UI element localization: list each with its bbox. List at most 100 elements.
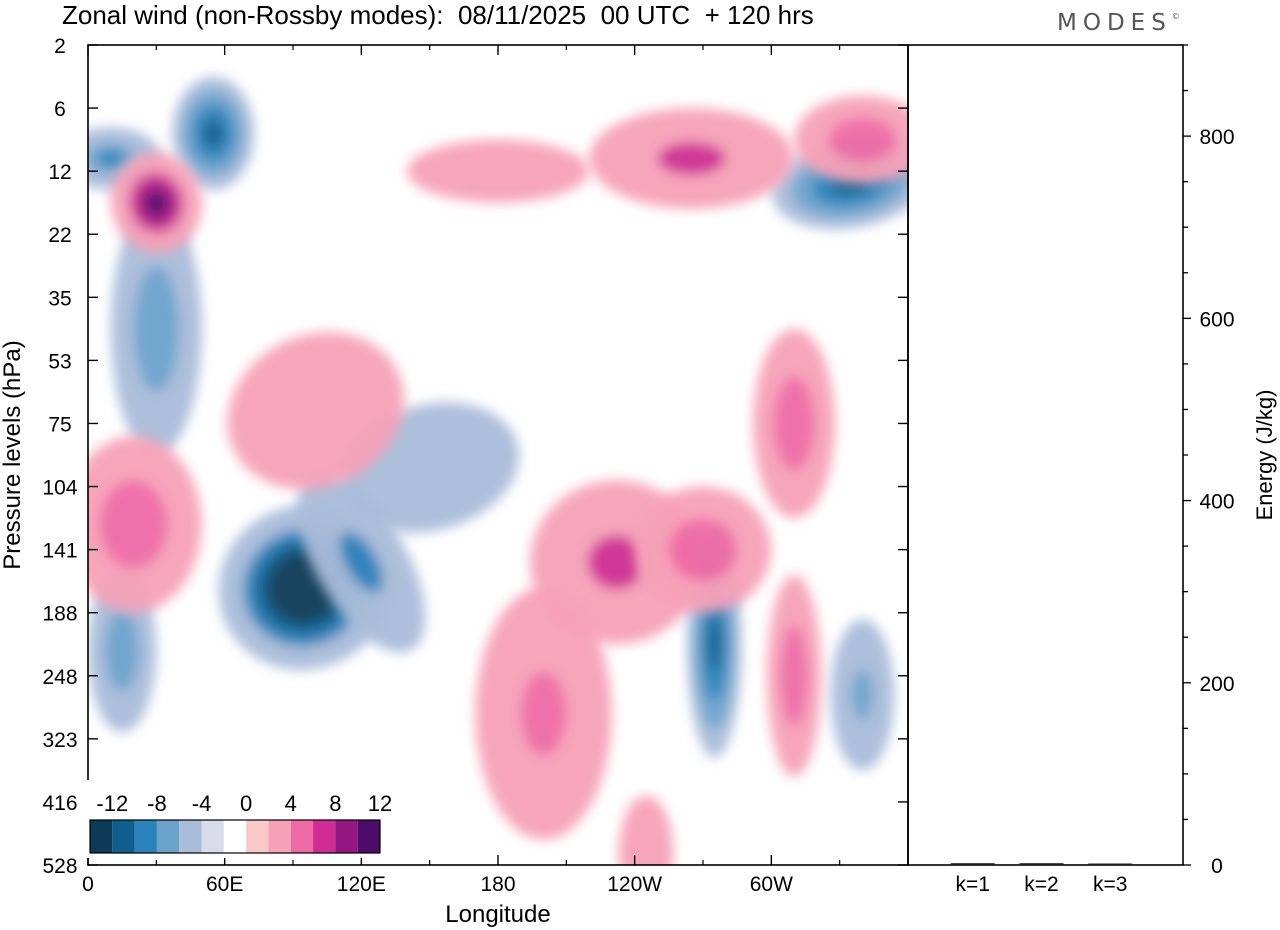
energy-tick-label: 600 (1199, 308, 1234, 331)
anomaly-contour (828, 117, 897, 162)
energy-tick-label: 800 (1199, 126, 1234, 149)
modes-logo: MODES© (1057, 10, 1180, 36)
y-axis-label: Pressure levels (hPa) (0, 340, 26, 569)
energy-category-label: k=3 (1093, 873, 1127, 896)
x-tick-label: 60W (750, 873, 793, 896)
anomaly-easterly-1 (297, 471, 426, 653)
anomaly-westerly-19 (753, 328, 836, 519)
colorbar-swatch (223, 820, 247, 853)
brand-mark: © (1171, 12, 1180, 21)
colorbar-label: -12 (96, 791, 128, 816)
anomaly-contour (780, 625, 808, 727)
colorbar-swatch (357, 820, 380, 853)
colorbar-swatch (268, 820, 291, 853)
anomaly-westerly-17 (88, 436, 202, 613)
energy-bar (1088, 863, 1133, 865)
y-tick-label: 323 (42, 729, 77, 752)
anomaly-westerly-18 (227, 332, 405, 490)
colorbar-label: -4 (192, 791, 212, 816)
anomaly-contour (292, 575, 317, 600)
colorbar-label: 0 (240, 791, 252, 816)
y-tick-label: 22 (48, 224, 71, 247)
anomaly-westerly-20 (618, 795, 674, 865)
y-tick-label: 12 (48, 161, 71, 184)
anomaly-contour (105, 609, 140, 692)
energy-tick-label: 400 (1199, 491, 1234, 514)
colorbar: -12 -8 -4 0 4 8 12 (86, 780, 392, 858)
colorbar-swatch (335, 820, 358, 853)
heatmap-layer (88, 76, 908, 865)
colorbar-swatch (179, 820, 202, 853)
anomaly-westerly-12 (794, 95, 908, 184)
x-tick-label: 0 (82, 873, 94, 896)
colorbar-swatch (112, 820, 135, 853)
colorbar-label: 8 (329, 791, 341, 816)
anomaly-easterly-2 (172, 76, 255, 191)
x-tick-label: 180 (480, 873, 515, 896)
anomaly-contour (147, 192, 166, 213)
y-tick-label: 141 (42, 540, 77, 563)
energy-axis-label: Energy (J/kg) (1252, 390, 1277, 521)
y-tick-label: 248 (42, 666, 77, 689)
energy-panel-frame (907, 44, 1184, 866)
anomaly-contour (98, 150, 124, 167)
y-tick-label: 104 (42, 477, 77, 500)
y-tick-label: 53 (48, 350, 71, 373)
anomaly-contour (851, 669, 874, 720)
anomaly-westerly-14 (634, 486, 772, 613)
y-tick-label: 2 (54, 35, 66, 58)
anomaly-westerly-16 (766, 574, 822, 777)
y-tick-label: 35 (48, 287, 71, 310)
y-tick-label: 416 (42, 792, 77, 815)
energy-bar (950, 863, 995, 865)
anomaly-contour (707, 615, 722, 673)
anomaly-contour (133, 265, 180, 392)
energy-category-label: k=2 (1024, 873, 1058, 896)
y-tick-label: 188 (42, 603, 77, 626)
brand-text: MODES (1057, 10, 1172, 36)
anomaly-westerly-15 (475, 587, 612, 840)
anomaly-contour (668, 518, 738, 582)
y-tick-label: 528 (42, 855, 77, 878)
anomaly-contour (632, 824, 660, 865)
x-axis-label: Longitude (445, 901, 550, 928)
colorbar-label: 4 (285, 791, 297, 816)
anomaly-contour (452, 155, 544, 187)
anomaly-contour (271, 371, 361, 451)
energy-tick-label: 200 (1199, 673, 1234, 696)
anomaly-contour (384, 434, 475, 501)
anomaly-contour (203, 119, 224, 148)
x-tick-label: 120W (607, 873, 662, 896)
y-tick-label: 6 (54, 98, 66, 121)
anomaly-easterly-9 (830, 619, 895, 771)
colorbar-swatch (134, 820, 157, 853)
colorbar-label: -8 (147, 791, 167, 816)
colorbar-label: 12 (368, 791, 392, 816)
anomaly-contour (520, 671, 567, 756)
anomaly-contour (587, 534, 646, 590)
anomaly-contour (99, 480, 168, 569)
colorbar-swatch (201, 820, 224, 853)
chart-title: Zonal wind (non-Rossby modes): 08/11/202… (62, 0, 814, 30)
energy-bar (1019, 863, 1064, 865)
colorbar-swatch (90, 820, 113, 853)
energy-category-label: k=1 (956, 873, 990, 896)
colorbar-frame (89, 819, 381, 854)
colorbar-swatch (290, 820, 314, 853)
colorbar-swatch (156, 820, 180, 853)
anomaly-easterly-5 (110, 202, 202, 455)
anomaly-contour (657, 141, 726, 176)
anomaly-westerly-11 (589, 108, 795, 209)
anomaly-contour (339, 532, 383, 593)
anomaly-westerly-21 (406, 139, 590, 203)
energy-bars: k=1 k=2 k=3 (950, 863, 1133, 896)
anomaly-westerly-10 (110, 152, 203, 254)
colorbar-swatch (246, 820, 269, 853)
x-tick-label: 60E (206, 873, 243, 896)
x-tick-label: 120E (337, 873, 386, 896)
colorbar-swatch (313, 820, 336, 853)
energy-tick-label: 0 (1211, 855, 1223, 878)
anomaly-contour (773, 376, 815, 471)
